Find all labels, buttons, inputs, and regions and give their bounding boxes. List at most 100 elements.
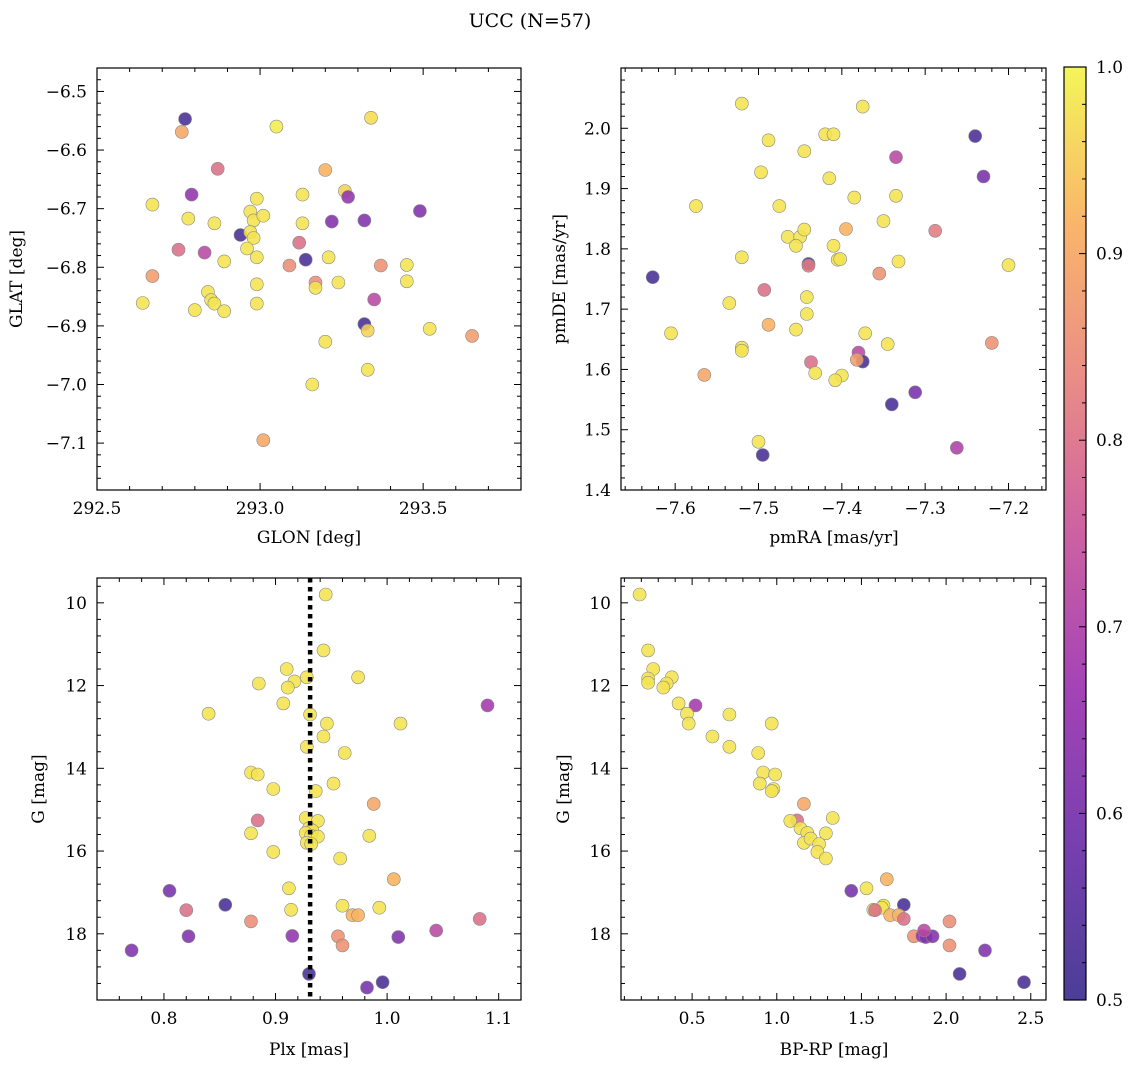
x-tick-label: 0.9: [262, 1009, 289, 1029]
data-point: [366, 797, 381, 811]
data-point: [244, 826, 258, 841]
data-point: [876, 214, 891, 228]
data-point: [308, 280, 323, 295]
data-point: [337, 746, 352, 760]
data-point: [799, 307, 814, 321]
data-point: [207, 296, 222, 311]
data-point: [942, 938, 957, 953]
data-point: [797, 222, 812, 237]
colorbar-tick-label: 0.8: [1096, 431, 1123, 451]
data-point: [839, 222, 853, 236]
ticks: [97, 578, 522, 1001]
x-tick-label: −7.3: [905, 499, 946, 519]
x-axis-label: BP-RP [mag]: [780, 1040, 889, 1060]
data-point: [808, 366, 823, 380]
data-point: [755, 448, 770, 462]
data-point: [184, 187, 199, 202]
panel-glon-glat: 292.5 293.0 293.5 −7.1 −7.0 −6.9 −6.8 −6.7 −6.6 −…: [7, 67, 522, 548]
y-tick-label: 18: [65, 925, 87, 945]
colorbar-tick-label: 1.0: [1096, 58, 1123, 78]
data-point: [295, 216, 310, 231]
data-point: [632, 587, 647, 602]
data-point: [825, 811, 840, 825]
data-point: [386, 872, 401, 887]
data-point: [341, 190, 355, 204]
x-tick-label: 2.0: [933, 1009, 960, 1029]
y-tick-label: 14: [589, 759, 611, 779]
data-point: [645, 270, 660, 285]
data-point: [422, 321, 437, 336]
data-point: [197, 245, 212, 260]
data-point: [318, 587, 333, 602]
data-point: [207, 216, 222, 231]
data-point: [705, 729, 720, 744]
data-point: [393, 716, 408, 731]
data-point: [697, 368, 712, 382]
data-point: [362, 828, 377, 843]
data-point: [734, 343, 749, 358]
data-point: [210, 162, 225, 176]
data-point: [761, 133, 776, 148]
data-point: [722, 707, 737, 722]
data-point: [375, 975, 390, 990]
data-point: [789, 239, 803, 253]
data-point: [367, 292, 382, 307]
data-point: [722, 296, 737, 310]
data-point: [764, 716, 779, 731]
data-point: [335, 898, 350, 913]
data-point: [360, 980, 374, 995]
x-tick-label: 1.0: [374, 1009, 401, 1029]
data-point: [249, 277, 264, 292]
data-point: [162, 883, 177, 898]
data-point: [734, 96, 749, 111]
y-tick-label: −6.8: [46, 258, 87, 278]
y-tick-label: 1.4: [584, 481, 611, 501]
scatter-points: [135, 111, 479, 448]
y-tick-label: −6.6: [46, 141, 87, 161]
figure-title: UCC (N=57): [469, 10, 592, 32]
data-point: [256, 208, 271, 223]
axes-frame: [96, 577, 522, 1001]
data-point: [145, 197, 160, 212]
data-point: [968, 129, 983, 143]
scatter-points: [124, 587, 495, 995]
data-point: [240, 241, 254, 256]
data-point: [372, 900, 387, 915]
data-point: [826, 127, 841, 142]
colorbar-gradient: [1064, 67, 1086, 1000]
data-point: [797, 144, 812, 158]
y-tick-label: −6.7: [46, 200, 87, 220]
y-tick-label: 16: [65, 842, 87, 862]
data-point: [201, 706, 216, 721]
x-tick-label: −7.2: [988, 499, 1029, 519]
data-point: [1001, 258, 1016, 272]
x-tick-label: 292.5: [73, 499, 122, 519]
data-point: [688, 698, 703, 713]
data-point: [360, 362, 375, 377]
data-point: [276, 696, 291, 711]
data-point: [179, 903, 194, 918]
y-tick-label: 12: [65, 677, 87, 697]
data-point: [321, 250, 336, 265]
data-point: [284, 902, 298, 917]
data-point: [351, 670, 365, 685]
y-axis-label: pmDE [mas/yr]: [550, 214, 570, 344]
data-point: [942, 914, 957, 929]
data-point: [799, 290, 814, 304]
panel-bprp-g: 0.5 1.0 1.5 2.0 2.5 10 12 14 16 18 BP-RP [mag] G [m…: [554, 577, 1047, 1060]
data-point: [801, 258, 816, 273]
y-axis-label: G [mag]: [29, 754, 49, 823]
y-tick-label: 10: [589, 594, 611, 614]
data-point: [316, 643, 331, 658]
y-tick-label: 1.5: [584, 421, 611, 441]
data-point: [280, 680, 295, 695]
data-point: [285, 929, 300, 943]
scatter-points: [645, 96, 1016, 462]
data-point: [360, 323, 375, 338]
data-point: [266, 782, 281, 796]
y-tick-label: 1.6: [584, 360, 611, 380]
data-point: [373, 258, 388, 273]
y-tick-label: 1.8: [584, 240, 611, 260]
data-point: [757, 283, 772, 297]
data-point: [295, 187, 310, 202]
